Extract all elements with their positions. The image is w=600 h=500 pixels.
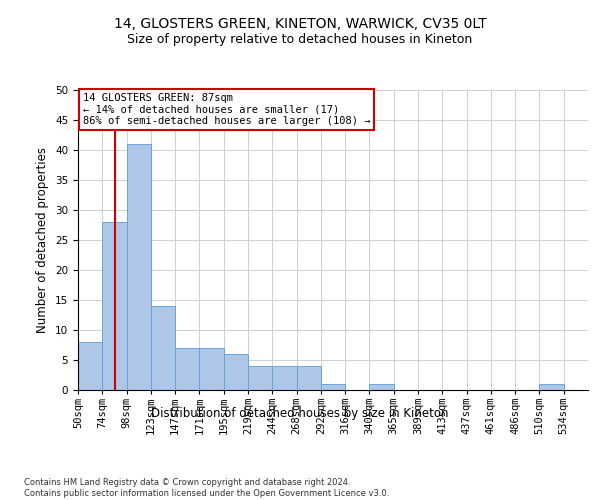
Bar bbox=[127, 144, 151, 390]
Bar bbox=[248, 366, 272, 390]
Bar bbox=[175, 348, 199, 390]
Text: Contains HM Land Registry data © Crown copyright and database right 2024.
Contai: Contains HM Land Registry data © Crown c… bbox=[24, 478, 389, 498]
Text: 14, GLOSTERS GREEN, KINETON, WARWICK, CV35 0LT: 14, GLOSTERS GREEN, KINETON, WARWICK, CV… bbox=[113, 18, 487, 32]
Bar bbox=[370, 384, 394, 390]
Bar bbox=[539, 384, 564, 390]
Bar bbox=[78, 342, 102, 390]
Text: Size of property relative to detached houses in Kineton: Size of property relative to detached ho… bbox=[127, 32, 473, 46]
Bar bbox=[151, 306, 175, 390]
Bar bbox=[199, 348, 224, 390]
Text: Distribution of detached houses by size in Kineton: Distribution of detached houses by size … bbox=[151, 408, 449, 420]
Text: 14 GLOSTERS GREEN: 87sqm
← 14% of detached houses are smaller (17)
86% of semi-d: 14 GLOSTERS GREEN: 87sqm ← 14% of detach… bbox=[83, 93, 371, 126]
Bar bbox=[296, 366, 321, 390]
Bar bbox=[272, 366, 296, 390]
Bar bbox=[102, 222, 127, 390]
Bar bbox=[321, 384, 345, 390]
Bar bbox=[224, 354, 248, 390]
Y-axis label: Number of detached properties: Number of detached properties bbox=[37, 147, 49, 333]
